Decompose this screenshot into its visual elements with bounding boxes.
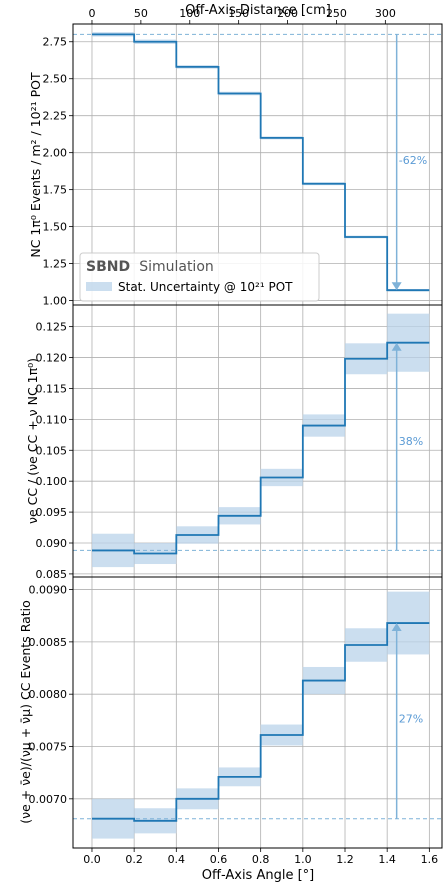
y-tick-label: 0.100 bbox=[36, 475, 68, 488]
y-tick-label: 1.25 bbox=[43, 258, 68, 271]
y-tick-label: 0.0085 bbox=[29, 636, 68, 649]
legend: SBND Simulation Stat. Uncertainty @ 10²¹… bbox=[79, 252, 320, 302]
y-tick-label: 1.75 bbox=[43, 184, 68, 197]
y-tick-label: 0.120 bbox=[36, 352, 68, 365]
y-tick-label: 2.25 bbox=[43, 110, 68, 123]
step-line bbox=[91, 341, 430, 555]
bottom-axis-label: Off-Axis Angle [°] bbox=[202, 868, 314, 883]
y-axis-label: νe CC / (νe CC + ν NC 1π⁰) bbox=[25, 358, 40, 524]
y-tick-label: 0.090 bbox=[36, 537, 68, 550]
top-tick-label: 100 bbox=[179, 7, 200, 20]
change-annotation: -62% bbox=[399, 154, 427, 167]
bottom-tick-label: 0.4 bbox=[168, 853, 186, 866]
bottom-tick-label: 1.6 bbox=[421, 853, 439, 866]
y-axis-label: (νe + ν̄e)/(νμ + ν̄μ) CC Events Ratio bbox=[18, 600, 33, 824]
top-tick-label: 250 bbox=[326, 7, 347, 20]
legend-band-label: Stat. Uncertainty @ 10²¹ POT bbox=[118, 280, 293, 294]
change-arrow-head bbox=[391, 342, 402, 351]
top-tick-label: 0 bbox=[88, 7, 95, 20]
y-tick-label: 0.0075 bbox=[29, 741, 68, 754]
panel-nc-pi0-events: 1.00 1.25 1.50 1.75 2.00 2.25 2.50 2.75 -62% NC 1… bbox=[28, 23, 443, 308]
bottom-tick-label: 0.6 bbox=[210, 853, 228, 866]
bottom-tick-label: 1.2 bbox=[336, 853, 354, 866]
bottom-tick-label: 0.2 bbox=[125, 853, 143, 866]
y-tick-label: 0.115 bbox=[36, 382, 68, 395]
y-tick-label: 0.105 bbox=[36, 444, 68, 457]
change-arrow-head bbox=[391, 623, 402, 632]
top-tick-label: 50 bbox=[134, 7, 148, 20]
legend-band-swatch bbox=[86, 282, 112, 291]
panel-frame bbox=[72, 576, 443, 849]
top-tick-label: 300 bbox=[375, 7, 396, 20]
top-axis: Off-Axis Distance [cm] 0 50 100 150 200 250 30… bbox=[88, 3, 396, 24]
top-tick-label: 200 bbox=[277, 7, 298, 20]
bottom-tick-label: 0.8 bbox=[252, 853, 270, 866]
y-tick-label: 0.110 bbox=[36, 413, 68, 426]
panel-nue-numu-ratio: 0.0070 0.0075 0.0080 0.0085 0.0090 27% (νe + ν… bbox=[18, 576, 443, 849]
bottom-tick-label: 1.4 bbox=[378, 853, 396, 866]
y-tick-label: 0.125 bbox=[36, 321, 68, 334]
bottom-axis: 0.0 0.2 0.4 0.6 0.8 1.0 1.2 1.4 1.6 Off-Axis Ang… bbox=[83, 848, 438, 883]
legend-box bbox=[79, 252, 320, 302]
y-tick-label: 0.0070 bbox=[29, 793, 68, 806]
legend-simulation: Simulation bbox=[139, 259, 214, 275]
legend-experiment: SBND bbox=[86, 259, 130, 275]
y-tick-label: 0.0080 bbox=[29, 688, 68, 701]
y-tick-label: 1.00 bbox=[43, 295, 68, 308]
y-tick-label: 2.50 bbox=[43, 73, 68, 86]
bottom-tick-label: 0.0 bbox=[83, 853, 101, 866]
y-tick-label: 0.0090 bbox=[29, 584, 68, 597]
legend-title: SBND Simulation bbox=[86, 256, 214, 275]
change-annotation: 27% bbox=[399, 712, 423, 725]
y-axis-label: NC 1π⁰ Events / m² / 10²¹ POT bbox=[28, 72, 43, 258]
y-tick-label: 2.00 bbox=[43, 147, 68, 160]
panel-nue-fraction: 0.085 0.090 0.095 0.100 0.105 0.110 0.115 0.120… bbox=[25, 304, 443, 581]
change-arrow-head bbox=[391, 282, 402, 291]
y-tick-label: 0.085 bbox=[36, 568, 68, 581]
y-tick-label: 1.50 bbox=[43, 221, 68, 234]
step-line bbox=[91, 622, 430, 822]
step-line bbox=[91, 33, 430, 292]
change-annotation: 38% bbox=[399, 435, 423, 448]
bottom-tick-label: 1.0 bbox=[294, 853, 312, 866]
y-tick-label: 0.095 bbox=[36, 506, 68, 519]
top-tick-label: 150 bbox=[228, 7, 249, 20]
top-axis-label: Off-Axis Distance [cm] bbox=[185, 3, 331, 18]
y-tick-label: 2.75 bbox=[43, 36, 68, 49]
